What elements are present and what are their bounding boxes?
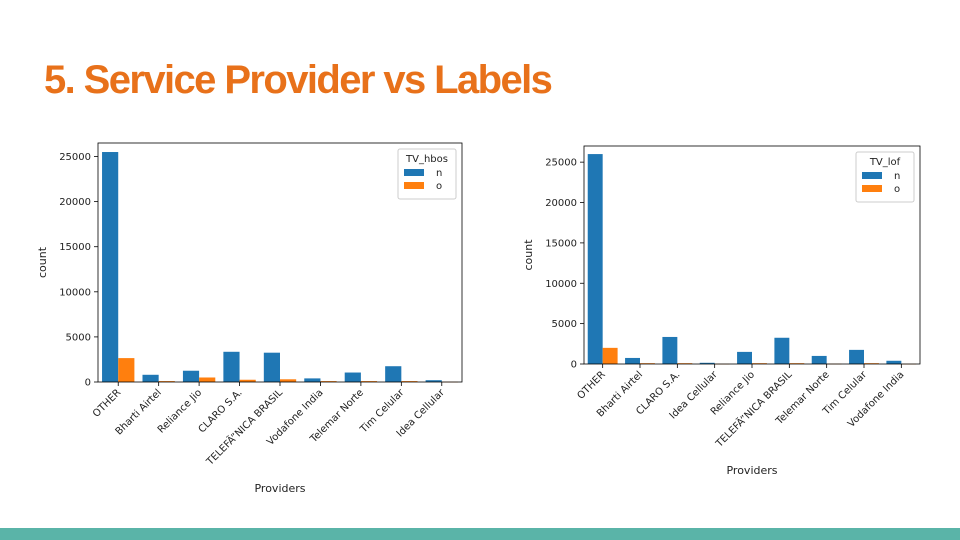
bar-o-1	[158, 381, 175, 382]
bar-o-1	[640, 363, 655, 364]
bar-o-5	[320, 381, 337, 382]
legend-label-n: n	[894, 171, 900, 182]
legend-label-n: n	[436, 168, 442, 179]
legend-swatch-o	[404, 182, 424, 189]
x-tick-label: OTHER	[575, 369, 607, 401]
bar-n-7	[385, 366, 402, 382]
bar-n-2	[182, 370, 200, 382]
bar-n-3	[699, 362, 715, 364]
bar-o-0	[118, 358, 135, 382]
y-tick-label: 5000	[66, 332, 91, 343]
bar-n-0	[587, 154, 603, 364]
bar-o-6	[360, 381, 378, 382]
y-tick-label: 0	[85, 378, 91, 389]
legend-swatch-o	[862, 185, 882, 192]
bar-o-7	[401, 381, 418, 382]
bottom-accent-bar	[0, 528, 960, 540]
bar-n-4	[263, 352, 280, 382]
y-tick-label: 20000	[545, 198, 577, 209]
bar-n-8	[425, 380, 442, 382]
y-tick-label: 15000	[545, 238, 577, 249]
y-axis-label: count	[522, 239, 535, 271]
y-tick-label: 0	[571, 360, 577, 371]
bar-n-6	[811, 355, 827, 364]
bar-n-1	[142, 374, 159, 382]
slide-title: 5. Service Provider vs Labels	[44, 58, 553, 102]
bar-n-4	[737, 351, 752, 364]
x-tick-label: TELEFÃ”NICA BRASIL	[203, 386, 286, 469]
x-tick-label: OTHER	[91, 387, 123, 419]
legend-label-o: o	[894, 184, 900, 195]
bar-n-5	[304, 378, 321, 382]
bar-o-2	[199, 377, 216, 382]
y-tick-label: 10000	[545, 279, 577, 290]
bar-n-3	[223, 351, 240, 382]
bar-n-8	[886, 360, 902, 364]
bar-n-7	[849, 349, 864, 364]
bar-n-2	[662, 336, 678, 364]
bar-n-6	[344, 372, 361, 382]
x-axis-label: Providers	[254, 482, 305, 495]
legend-title: TV_hbos	[405, 154, 448, 165]
bar-n-1	[625, 357, 640, 364]
bar-o-5	[789, 363, 805, 364]
legend-swatch-n	[404, 169, 424, 176]
y-tick-label: 15000	[59, 242, 91, 253]
bar-o-3	[239, 379, 256, 382]
y-tick-label: 25000	[59, 152, 91, 163]
y-tick-label: 10000	[59, 287, 91, 298]
bar-o-7	[864, 363, 879, 364]
legend-title: TV_lof	[869, 157, 901, 168]
x-axis-label: Providers	[726, 464, 777, 477]
legend-label-o: o	[436, 181, 442, 192]
legend-swatch-n	[862, 172, 882, 179]
bar-n-0	[102, 152, 119, 382]
y-tick-label: 5000	[552, 319, 577, 330]
y-axis-label: count	[36, 246, 49, 278]
bar-o-4	[280, 379, 297, 382]
y-tick-label: 20000	[59, 197, 91, 208]
bar-o-2	[677, 363, 693, 364]
bar-n-5	[774, 337, 790, 364]
bar-o-0	[602, 347, 618, 364]
bar-o-4	[752, 363, 767, 364]
y-tick-label: 25000	[545, 158, 577, 169]
